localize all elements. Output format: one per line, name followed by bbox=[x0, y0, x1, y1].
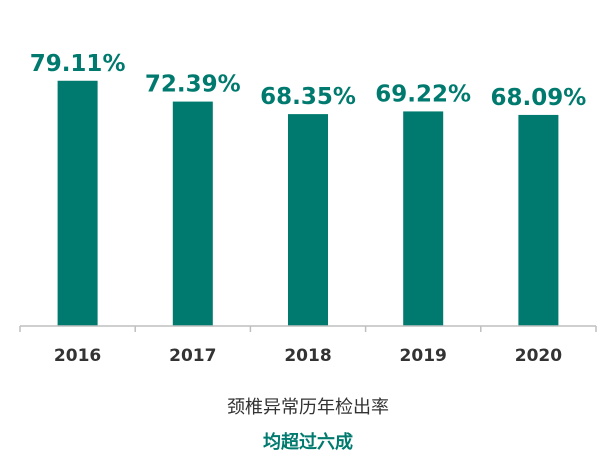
x-tick-label-2017: 2017 bbox=[169, 346, 216, 366]
x-tick-label-2020: 2020 bbox=[515, 346, 562, 366]
x-tick-labels-group: 2016 2017 2018 2019 2020 bbox=[54, 346, 562, 366]
chart-caption: 颈椎异常历年检出率 bbox=[227, 397, 389, 418]
x-tick-label-2019: 2019 bbox=[400, 346, 447, 366]
value-label-2019: 69.22% bbox=[375, 81, 471, 107]
bar-2019 bbox=[403, 111, 444, 326]
bar-2017 bbox=[172, 101, 213, 326]
x-tick-label-2016: 2016 bbox=[54, 346, 101, 366]
bar-2020 bbox=[518, 114, 559, 327]
value-labels-group: 79.11% 72.39% 68.35% 69.22% 68.09% bbox=[30, 51, 587, 111]
value-label-2020: 68.09% bbox=[491, 85, 587, 111]
x-axis bbox=[19, 325, 597, 332]
chart-highlight: 均超过六成 bbox=[263, 432, 353, 453]
bars-group bbox=[57, 80, 559, 327]
value-label-2018: 68.35% bbox=[260, 84, 356, 110]
value-label-2016: 79.11% bbox=[30, 51, 126, 77]
bar-2018 bbox=[288, 114, 328, 327]
x-tick-label-2018: 2018 bbox=[284, 346, 331, 366]
value-label-2017: 72.39% bbox=[145, 72, 241, 98]
bar-2016 bbox=[57, 80, 98, 326]
